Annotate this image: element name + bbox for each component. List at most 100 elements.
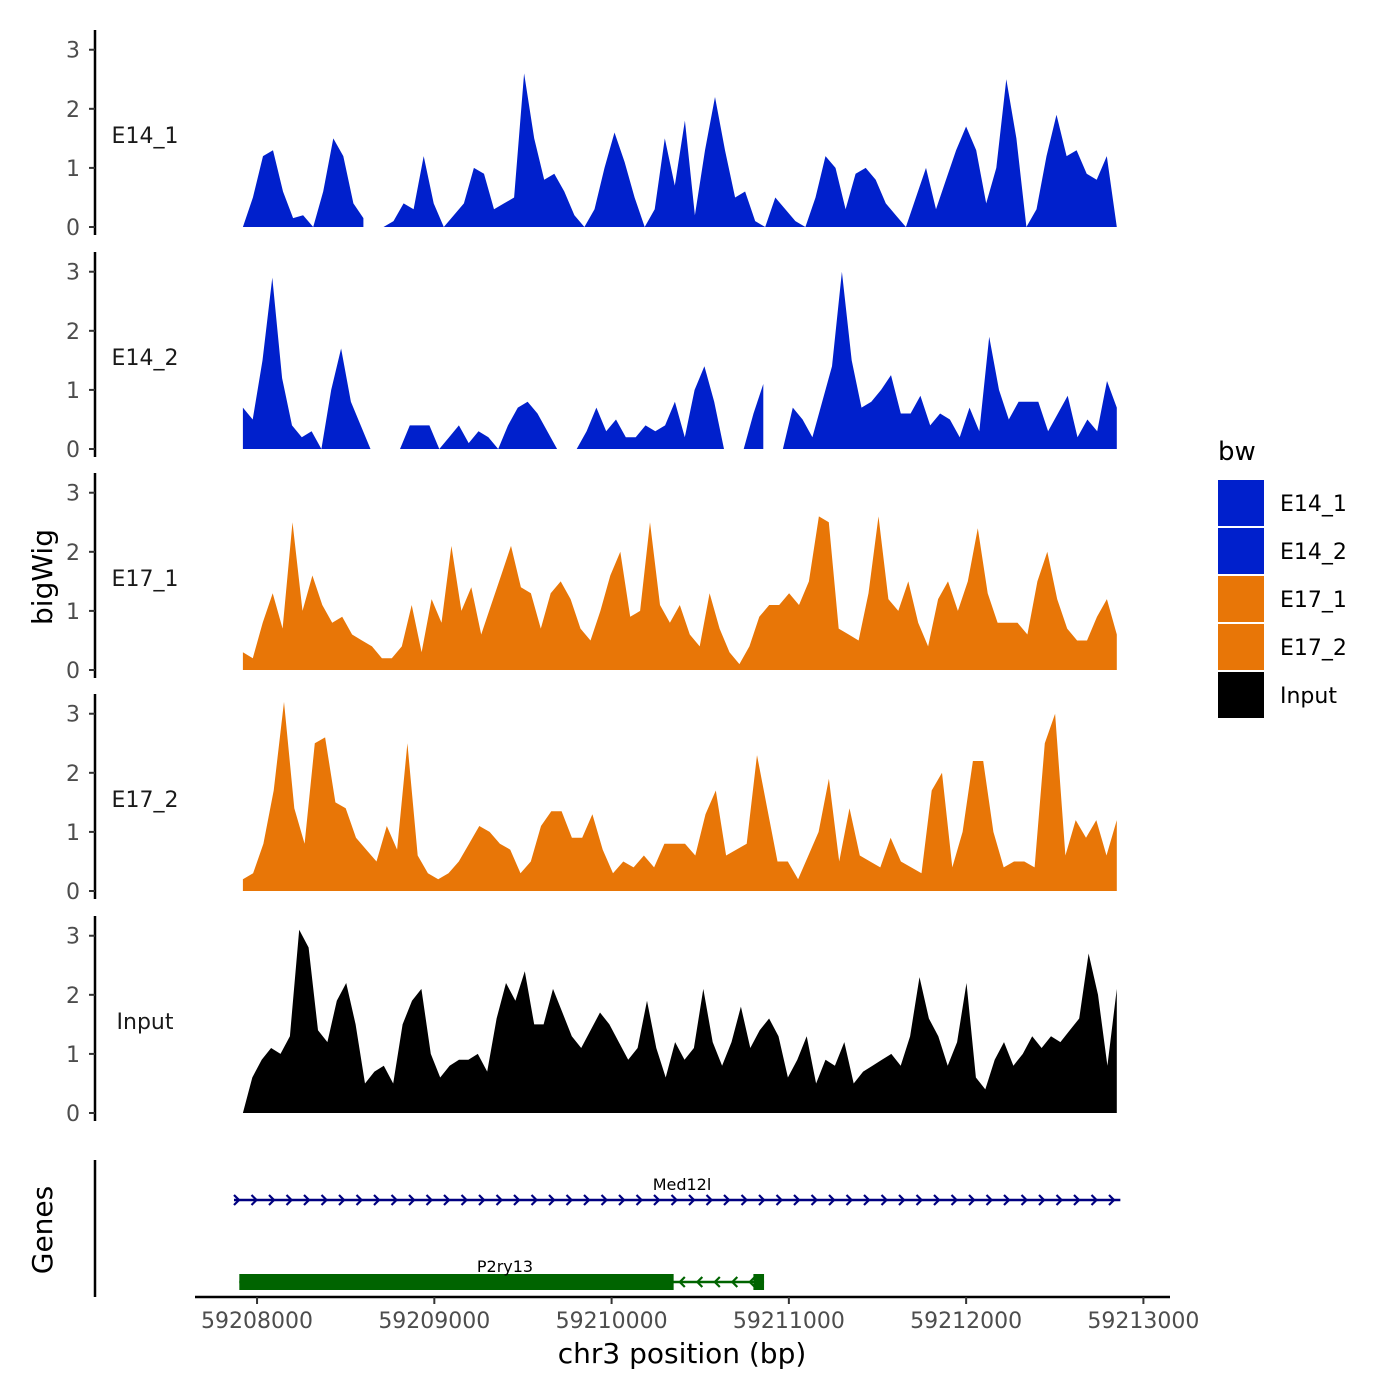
strand-chevron	[338, 1194, 346, 1206]
strand-chevron	[408, 1194, 416, 1206]
strand-chevron	[1038, 1194, 1046, 1206]
strand-chevron	[495, 1194, 504, 1206]
y-tick-label: 0	[66, 659, 80, 684]
signal-area-E17_2	[242, 701, 1117, 891]
strand-chevron	[880, 1194, 889, 1206]
signal-area-E14_2	[743, 384, 764, 449]
legend-item-Input: Input	[1218, 672, 1337, 718]
track-Input: 0 1 2 3 Input	[66, 916, 1117, 1127]
x-axis-title: chr3 position (bp)	[558, 1337, 807, 1370]
strand-chevron	[933, 1194, 941, 1206]
strand-chevron	[915, 1194, 924, 1206]
x-tick-label: 59210000	[556, 1309, 668, 1334]
strand-chevron	[730, 1276, 739, 1288]
legend-item-E14_2: E14_2	[1218, 528, 1347, 574]
strand-chevron	[968, 1194, 976, 1206]
legend-label: Input	[1280, 684, 1337, 709]
legend: bw E14_1 E14_2 E17_1 E17_2 Input	[1218, 437, 1347, 718]
strand-chevron	[373, 1194, 381, 1206]
gene-P2ry13: P2ry13	[239, 1257, 765, 1290]
signal-area-E14_1	[242, 138, 364, 227]
strand-chevron	[425, 1194, 434, 1206]
strand-chevron	[705, 1194, 714, 1206]
signal-area-E14_1	[383, 73, 1117, 228]
strand-chevron	[530, 1194, 539, 1206]
strand-chevron	[748, 1276, 756, 1288]
signal-area-E17_1	[242, 516, 1117, 670]
y-tick-label: 0	[66, 880, 80, 905]
gene-Med12l: Med12l	[233, 1175, 1121, 1206]
y-tick-label: 1	[66, 600, 80, 625]
track-panels: 0 1 2 3 E14_1 0 1 2 3 E14_2 0 1 2 3 E17_1 0 1 2 3 E17_2 0 1 2 3…	[66, 30, 1117, 1127]
strand-chevron	[723, 1194, 731, 1206]
y-tick-label: 3	[66, 39, 80, 64]
strand-chevron	[985, 1194, 994, 1206]
y-tick-label: 1	[66, 379, 80, 404]
y-axis-title: bigWig	[26, 529, 59, 625]
y-tick-label: 0	[66, 216, 80, 241]
strand-chevron	[695, 1276, 704, 1288]
y-tick-label: 2	[66, 984, 80, 1009]
strand-chevron	[950, 1194, 959, 1206]
strand-chevron	[460, 1194, 469, 1206]
strand-chevron	[1108, 1194, 1116, 1206]
strand-chevron	[775, 1194, 784, 1206]
strand-chevron	[303, 1194, 311, 1206]
strand-chevron	[583, 1194, 591, 1206]
strand-chevron	[390, 1194, 399, 1206]
legend-label: E14_2	[1280, 540, 1347, 565]
strand-chevron	[670, 1194, 679, 1206]
track-label: E14_1	[112, 124, 179, 149]
track-E14_2: 0 1 2 3 E14_2	[66, 252, 1117, 463]
strand-chevron	[233, 1194, 241, 1206]
track-label: E14_2	[112, 346, 179, 371]
strand-chevron	[863, 1194, 871, 1206]
strand-chevron	[285, 1194, 294, 1206]
strand-chevron	[355, 1194, 364, 1206]
strand-chevron	[653, 1194, 661, 1206]
track-E14_1: 0 1 2 3 E14_1	[66, 30, 1117, 241]
strand-chevron	[268, 1194, 276, 1206]
x-tick-label: 59211000	[733, 1309, 845, 1334]
signal-area-E14_2	[782, 271, 1117, 449]
legend-label: E17_1	[1280, 588, 1347, 613]
y-tick-label: 2	[66, 541, 80, 566]
strand-chevron	[828, 1194, 836, 1206]
y-tick-label: 1	[66, 821, 80, 846]
legend-swatch	[1218, 624, 1264, 670]
track-label: E17_2	[112, 788, 179, 813]
legend-label: E17_2	[1280, 636, 1347, 661]
strand-chevron	[635, 1194, 644, 1206]
y-tick-label: 3	[66, 261, 80, 286]
strand-chevron	[898, 1194, 906, 1206]
strand-chevron	[618, 1194, 626, 1206]
track-E17_1: 0 1 2 3 E17_1	[66, 473, 1117, 684]
signal-area-Input	[242, 929, 1117, 1113]
legend-item-E17_2: E17_2	[1218, 624, 1347, 670]
strand-chevron	[688, 1194, 696, 1206]
strand-chevron	[1073, 1194, 1081, 1206]
legend-swatch	[1218, 528, 1264, 574]
strand-chevron	[810, 1194, 819, 1206]
strand-chevron	[320, 1194, 329, 1206]
strand-chevron	[548, 1194, 556, 1206]
y-tick-label: 2	[66, 98, 80, 123]
gene-label: P2ry13	[477, 1257, 533, 1276]
strand-chevron	[565, 1194, 574, 1206]
strand-chevron	[740, 1194, 749, 1206]
y-tick-label: 2	[66, 320, 80, 345]
strand-chevron	[1020, 1194, 1029, 1206]
genes-axis-title: Genes	[26, 1186, 59, 1274]
gene-track: Med12l P2ry13	[93, 1160, 1121, 1297]
signal-area-E14_2	[400, 401, 558, 449]
legend-label: E14_1	[1280, 492, 1347, 517]
strand-chevron	[678, 1276, 686, 1288]
y-tick-label: 1	[66, 1043, 80, 1068]
strand-chevron	[1003, 1194, 1011, 1206]
gene-label: Med12l	[653, 1175, 712, 1194]
x-tick-label: 59208000	[201, 1309, 313, 1334]
x-tick-label: 59212000	[910, 1309, 1022, 1334]
legend-item-E17_1: E17_1	[1218, 576, 1347, 622]
strand-chevron	[1055, 1194, 1064, 1206]
